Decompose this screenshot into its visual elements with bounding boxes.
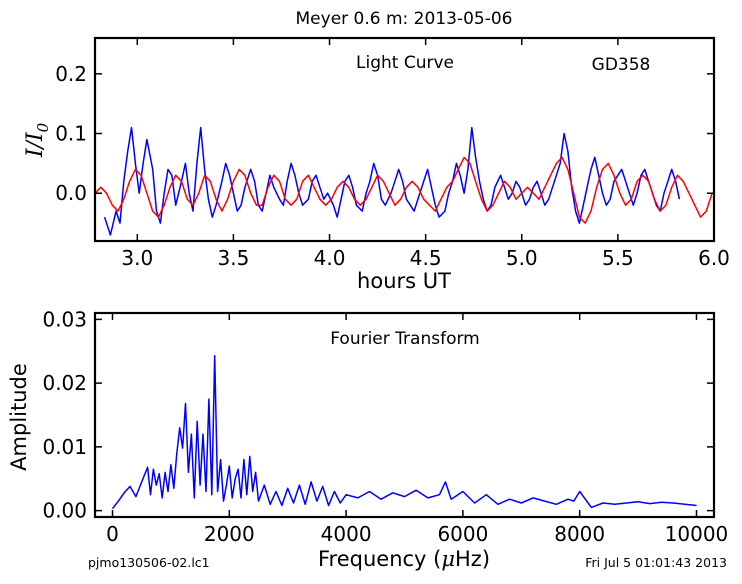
y-tick-label: 0.01 <box>42 435 87 459</box>
light-curve-panel: 3.0 3.5 4.0 4.5 5.0 5.5 6.0 0.0 0.1 0.2 Light Cu… <box>23 36 730 293</box>
star-name-annotation: GD358 <box>592 55 651 75</box>
fourier-amplitude-line <box>111 354 697 510</box>
y-label-subscript: 0 <box>34 122 52 132</box>
x-tick-label: 10000 <box>665 522 729 546</box>
freq-label-post: Hz) <box>455 547 490 571</box>
freq-label-pre: Frequency ( <box>318 547 441 571</box>
light-curve-data-line <box>103 126 681 236</box>
footer-timestamp: Fri Jul 5 01:01:43 2013 <box>585 555 727 570</box>
fourier-title: Fourier Transform <box>330 329 479 349</box>
x-tick-label: 3.5 <box>218 246 250 270</box>
light-curve-plot-area <box>95 126 713 236</box>
x-tick-label: 4000 <box>321 522 372 546</box>
light-curve-x-axis-label: hours UT <box>357 269 451 293</box>
y-tick-label: 0.2 <box>55 62 87 86</box>
x-tick-label: 6.0 <box>698 246 730 270</box>
freq-label-mu: μ <box>441 547 455 571</box>
fourier-frame <box>93 311 716 519</box>
x-tick-label: 5.0 <box>506 246 538 270</box>
fourier-x-axis-label: Frequency (μHz) <box>318 547 490 571</box>
light-curve-model-line <box>95 156 713 224</box>
fourier-y-axis-label: Amplitude <box>7 363 31 471</box>
x-tick-label: 8000 <box>554 522 605 546</box>
y-tick-label: 0.02 <box>42 371 87 395</box>
x-tick-label: 4.5 <box>410 246 442 270</box>
fourier-plot-area <box>111 354 697 510</box>
x-tick-label: 5.5 <box>602 246 634 270</box>
x-tick-label: 6000 <box>437 522 488 546</box>
y-tick-label: 0.00 <box>42 499 87 523</box>
x-tick-label: 3.0 <box>121 246 153 270</box>
y-tick-label: 0.03 <box>42 307 87 331</box>
footer-filename: pjmo130506-02.lc1 <box>88 555 210 570</box>
light-curve-frame <box>93 36 716 243</box>
light-curve-y-axis-label: I/I0 <box>23 122 52 158</box>
x-tick-label: 4.0 <box>314 246 346 270</box>
x-tick-label: 2000 <box>204 522 255 546</box>
y-label-base: I/I <box>23 131 48 158</box>
light-curve-title: Light Curve <box>356 53 454 73</box>
x-tick-label: 0 <box>106 522 119 546</box>
figure-title: Meyer 0.6 m: 2013-05-06 <box>296 9 513 29</box>
y-tick-label: 0.1 <box>55 122 87 146</box>
y-tick-label: 0.0 <box>55 181 87 205</box>
fourier-panel: 0 2000 4000 6000 8000 10000 0.000.010.020.03 … <box>7 307 728 571</box>
